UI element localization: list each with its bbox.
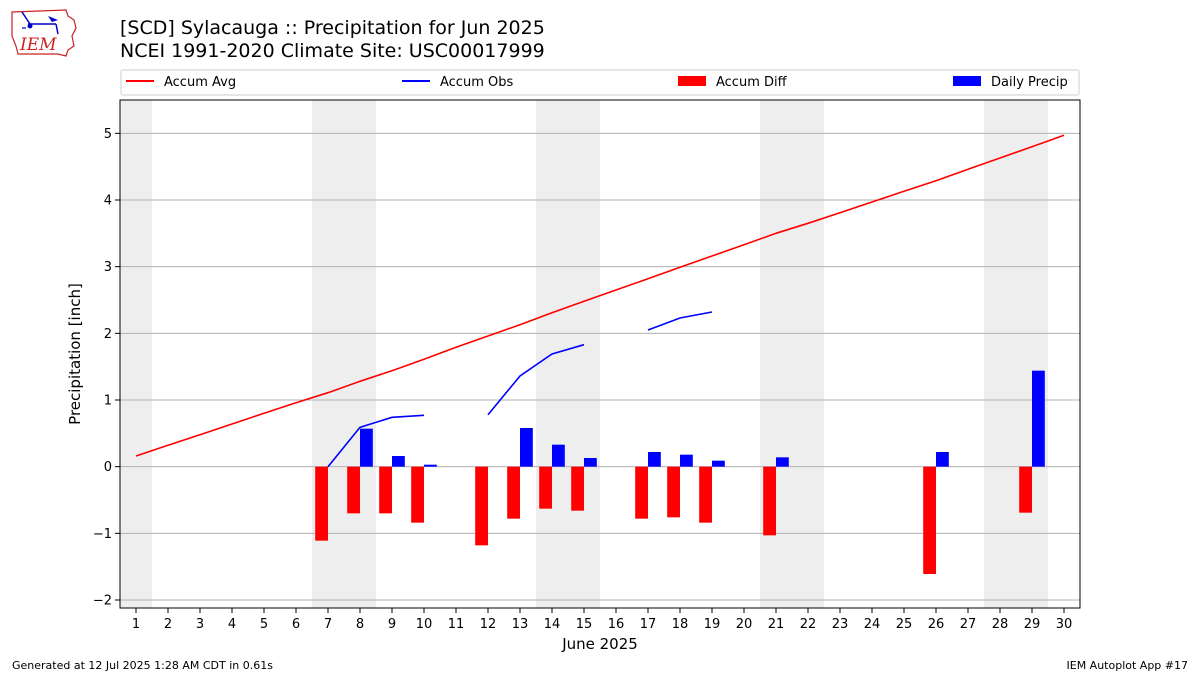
x-tick-label: 5 — [260, 617, 268, 632]
x-tick-label: 2 — [164, 617, 172, 632]
x-tick-label: 23 — [832, 617, 849, 632]
accum-avg-line — [135, 134, 1065, 457]
daily-precip-bar — [552, 444, 565, 467]
x-tick-label: 20 — [736, 617, 753, 632]
x-tick-label: 16 — [608, 617, 625, 632]
legend: Accum Avg Accum Obs Accum Diff Daily Precip — [120, 69, 1080, 96]
x-tick-label: 3 — [196, 617, 204, 632]
x-tick-label: 7 — [324, 617, 332, 632]
daily-precip-bar — [936, 452, 949, 467]
accum-diff-bar — [923, 466, 936, 574]
x-tick-label: 12 — [480, 617, 497, 632]
x-tick-label: 19 — [704, 617, 721, 632]
y-tick-label: −2 — [93, 594, 112, 609]
app-note: IEM Autoplot App #17 — [1066, 659, 1189, 672]
y-axis-label: Precipitation [inch] — [66, 283, 84, 425]
accum-diff-bar — [763, 466, 776, 536]
x-tick-label: 26 — [928, 617, 945, 632]
weekend-span-4 — [984, 100, 1048, 608]
x-tick-label: 27 — [960, 617, 977, 632]
y-tick-label: 0 — [104, 460, 112, 475]
y-tick-label: 1 — [104, 394, 112, 409]
accum-diff-bar — [475, 466, 488, 546]
plot-frame — [119, 99, 1081, 609]
chart-subtitle: NCEI 1991-2020 Climate Site: USC00017999 — [120, 40, 545, 62]
accum_diff-legend-label: Accum Diff — [716, 75, 788, 90]
daily_precip-legend-label: Daily Precip — [991, 75, 1068, 90]
daily-precip-bar — [584, 458, 597, 467]
x-tick-label: 29 — [1024, 617, 1041, 632]
accum-diff-bar — [667, 466, 680, 518]
y-tick-label: 3 — [104, 260, 112, 275]
accum-diff-bar — [507, 466, 520, 519]
x-tick-label: 14 — [544, 617, 561, 632]
x-tick-label: 13 — [512, 617, 529, 632]
x-tick-label: 10 — [416, 617, 433, 632]
y-tick-label: 5 — [104, 127, 112, 142]
chart-title: [SCD] Sylacauga :: Precipitation for Jun… — [120, 17, 545, 39]
accum-obs-line — [647, 311, 713, 331]
y-tick-label: 2 — [104, 327, 112, 342]
x-tick-label: 18 — [672, 617, 689, 632]
accum-obs-line — [487, 343, 585, 416]
daily-precip-bar — [1032, 370, 1045, 467]
x-tick-label: 22 — [800, 617, 817, 632]
accum_obs-legend-label: Accum Obs — [440, 75, 513, 90]
daily-precip-bar — [776, 457, 789, 467]
x-tick-label: 15 — [576, 617, 593, 632]
x-tick-label: 30 — [1056, 617, 1073, 632]
x-axis-label: June 2025 — [561, 635, 638, 653]
daily-precip-bar — [680, 454, 693, 467]
x-tick-label: 17 — [640, 617, 657, 632]
accum_diff-legend-swatch — [678, 76, 706, 86]
iem-logo: IEM — [8, 6, 80, 60]
x-tick-label: 9 — [388, 617, 396, 632]
x-tick-label: 24 — [864, 617, 881, 632]
x-tick-label: 11 — [448, 617, 465, 632]
legend-box — [120, 69, 1080, 96]
daily-precip-bar — [424, 464, 437, 467]
weekend-span-0 — [120, 100, 152, 608]
x-tick-label: 6 — [292, 617, 300, 632]
accum-diff-bar — [539, 466, 552, 509]
accum-diff-bar — [411, 466, 424, 523]
generated-note: Generated at 12 Jul 2025 1:28 AM CDT in … — [12, 659, 273, 672]
x-tick-label: 25 — [896, 617, 913, 632]
x-tick-label: 4 — [228, 617, 236, 632]
accum_avg-legend-label: Accum Avg — [164, 75, 236, 90]
accum-diff-bar — [635, 466, 648, 519]
accum-diff-bar — [347, 466, 360, 514]
x-tick-label: 1 — [132, 617, 140, 632]
bars — [315, 370, 1045, 574]
grid-lines — [120, 132, 1080, 601]
weekend-shading — [120, 100, 1048, 608]
x-tick-label: 21 — [768, 617, 785, 632]
y-tick-label: 4 — [104, 194, 112, 209]
accum-obs-line — [327, 414, 425, 468]
x-tick-label: 28 — [992, 617, 1009, 632]
accum-diff-bar — [699, 466, 712, 523]
daily-precip-bar — [360, 428, 373, 467]
accum-diff-bar — [1019, 466, 1032, 513]
accum-diff-bar — [571, 466, 584, 511]
daily-precip-bar — [392, 456, 405, 467]
logo-text: IEM — [19, 35, 57, 55]
accum-diff-bar — [315, 466, 328, 541]
x-tick-label: 8 — [356, 617, 364, 632]
daily_precip-legend-swatch — [953, 76, 981, 86]
daily-precip-bar — [520, 428, 533, 467]
weekend-span-2 — [536, 100, 600, 608]
daily-precip-bar — [712, 460, 725, 467]
daily-precip-bar — [648, 452, 661, 467]
lines — [135, 134, 1065, 468]
y-tick-label: −1 — [93, 527, 112, 542]
accum-diff-bar — [379, 466, 392, 514]
